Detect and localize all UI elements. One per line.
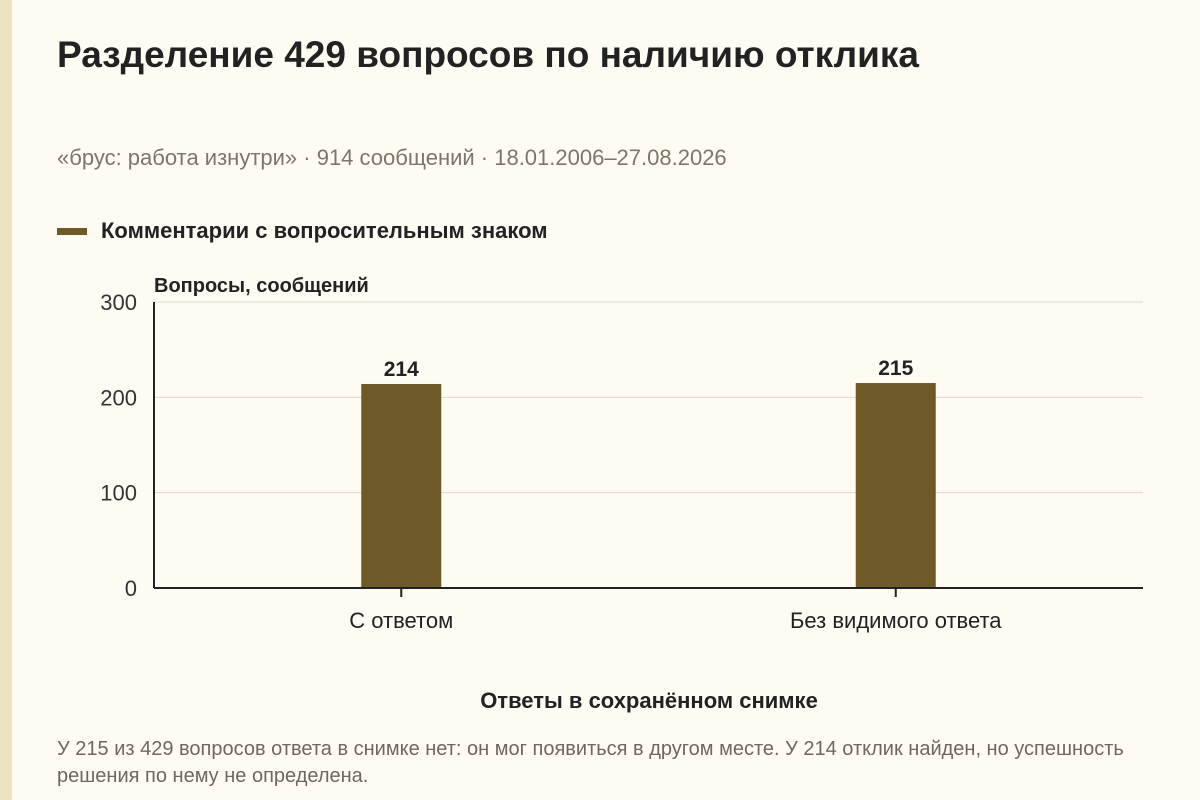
chart-title: Разделение 429 вопросов по наличию откли… (57, 34, 919, 75)
x-axis-title: Ответы в сохранённом снимке (480, 688, 818, 713)
legend: Комментарии с вопросительным знаком (57, 218, 548, 244)
y-tick-label-200: 200 (100, 385, 137, 410)
bar-1 (361, 383, 442, 588)
footnote: У 215 из 429 вопросов ответа в снимке не… (57, 738, 1124, 787)
gridlines (154, 301, 1143, 494)
data-label-2: 215 (878, 357, 913, 380)
bar-2 (855, 383, 936, 588)
x-tick-labels: С ответом Без видимого ответа (349, 608, 1002, 633)
y-tick-label-100: 100 (100, 481, 137, 506)
legend-label: Комментарии с вопросительным знаком (101, 218, 548, 243)
y-tick-labels: 0 100 200 300 (100, 290, 137, 601)
y-axis-title: Вопросы, сообщений (154, 275, 369, 297)
x-tick-label-2: Без видимого ответа (790, 608, 1002, 633)
data-label-1: 214 (384, 358, 419, 381)
bars: 214 215 (361, 357, 936, 588)
left-accent-stripe (0, 0, 12, 800)
legend-swatch (57, 227, 87, 235)
x-tick-label-1: С ответом (349, 608, 453, 633)
axes (153, 302, 1143, 597)
chart-subtitle: «брус: работа изнутри» · 914 сообщений ·… (57, 145, 727, 170)
y-tick-label-0: 0 (125, 576, 137, 601)
y-tick-label-300: 300 (100, 290, 137, 315)
